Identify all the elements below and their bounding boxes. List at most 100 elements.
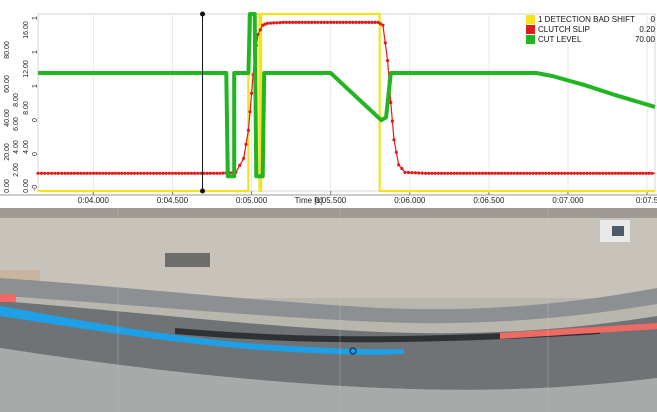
series-point-clutch-slip [397,163,401,167]
series-point-clutch-slip [215,171,219,175]
series-point-clutch-slip [316,20,320,24]
series-point-clutch-slip [98,171,102,175]
series-point-clutch-slip [189,171,194,175]
legend-item-clutch-slip[interactable]: CLUTCH SLIP 0.20 [526,24,657,34]
series-point-clutch-slip [641,171,645,175]
runoff-area [0,348,657,412]
series-point-clutch-slip [85,171,89,175]
series-point-clutch-slip [477,171,481,175]
series-point-clutch-slip [594,171,599,175]
series-point-clutch-slip [626,171,630,175]
series-point-clutch-slip [430,171,434,175]
series-point-clutch-slip [439,171,443,175]
series-point-clutch-slip [126,171,130,175]
legend-value-bad-shift: 0 [650,14,655,24]
x-tick-label: 0:07.000 [552,196,584,205]
series-point-clutch-slip [348,20,352,24]
series-point-clutch-slip [541,171,545,175]
series-point-clutch-slip [632,171,636,175]
legend-label-clutch-slip: CLUTCH SLIP [538,24,591,34]
series-point-clutch-slip [512,171,516,175]
series-point-clutch-slip [591,171,595,175]
chart-legend: 1 DETECTION BAD SHIFT 0 CLUTCH SLIP 0.20… [526,14,657,44]
y-axis-small-tick: 1 [32,50,39,54]
paddock-area [0,208,657,298]
y-axis-small-tick: 1 [32,84,39,88]
series-point-clutch-slip [417,171,421,175]
series-point-clutch-slip [82,171,86,175]
track-position-blue-segment [0,306,404,355]
series-point-clutch-slip [383,41,387,45]
series-point-clutch-slip [635,171,639,175]
series-point-clutch-slip [72,171,76,175]
track-satellite-map[interactable] [0,208,657,412]
series-point-clutch-slip [389,100,393,105]
series-point-clutch-slip [427,171,431,175]
series-point-clutch-slip [300,20,304,24]
series-point-clutch-slip [623,171,627,175]
series-point-clutch-slip [458,171,462,175]
series-point-clutch-slip [180,171,184,175]
series-point-clutch-slip [381,23,385,27]
car-position-marker[interactable] [349,347,357,355]
y-axis-mid2-tick: 8.00 [13,93,20,107]
series-point-clutch-slip [199,171,203,175]
series-point-clutch-slip [531,171,535,175]
series-point-clutch-slip [613,171,618,175]
series-point-clutch-slip [465,171,469,175]
series-point-clutch-slip [39,171,44,175]
series-point-clutch-slip [113,171,118,175]
series-point-clutch-slip [329,20,333,24]
legend-item-bad-shift[interactable]: 1 DETECTION BAD SHIFT 0 [526,14,657,24]
y-axis-mid-tick: 6.00 [13,117,20,131]
series-point-clutch-slip [155,171,159,175]
series-line-cut-level[interactable] [38,12,656,179]
series-point-clutch-slip [406,170,411,175]
series-point-clutch-slip [325,20,330,24]
series-point-clutch-slip [91,171,95,175]
legend-swatch-clutch-slip [526,24,535,34]
series-point-clutch-slip [468,171,472,175]
series-point-clutch-slip [585,171,589,175]
series-point-clutch-slip [291,20,295,24]
series-point-clutch-slip [474,171,478,175]
series-point-clutch-slip [120,171,124,175]
kerb-left-red [0,294,16,302]
series-point-clutch-slip [556,171,561,175]
series-point-clutch-slip [275,21,279,25]
series-point-clutch-slip [104,171,108,175]
legend-label-bad-shift: 1 DETECTION BAD SHIFT [538,14,635,24]
x-axis-label: Time [s] [295,196,323,205]
series-point-clutch-slip [297,20,301,24]
series-point-clutch-slip [248,110,252,114]
series-line-1-detection-bad-shift[interactable] [38,12,655,193]
series-point-clutch-slip [145,171,149,175]
series-point-clutch-slip [332,20,336,24]
plot-area [37,13,656,192]
series-point-clutch-slip [250,91,254,95]
series-point-clutch-slip [370,20,374,24]
track-map-panel[interactable] [0,208,657,412]
x-tick-label: 0:05.000 [236,196,268,205]
cursor-top-handle[interactable] [200,11,206,17]
series-point-clutch-slip [306,20,311,24]
series-point-clutch-slip [629,171,633,175]
series-point-clutch-slip [164,171,168,175]
map-top-edge [0,208,657,218]
series-point-clutch-slip [471,171,475,175]
series-point-clutch-slip [619,171,624,175]
series-point-clutch-slip [493,171,497,175]
series-point-clutch-slip [506,171,510,175]
telemetry-chart-panel[interactable]: 0:04.000 0:04.500 0:05.000 0:05.500 0:06.000… [0,0,657,208]
telemetry-chart[interactable]: 0:04.000 0:04.500 0:05.000 0:05.500 0:06.000… [0,0,657,208]
series-point-clutch-slip [221,171,225,175]
series-point-clutch-slip [357,20,361,24]
legend-item-cut-level[interactable]: CUT LEVEL 70.00 [526,34,657,44]
series-point-clutch-slip [569,171,573,175]
series-point-clutch-slip [604,171,608,175]
series-point-clutch-slip [528,171,532,175]
y-axis-small-tick: -0 [32,185,39,191]
series-point-clutch-slip [322,20,326,24]
cursor-bottom-handle[interactable] [200,188,206,194]
series-point-clutch-slip [518,171,523,175]
